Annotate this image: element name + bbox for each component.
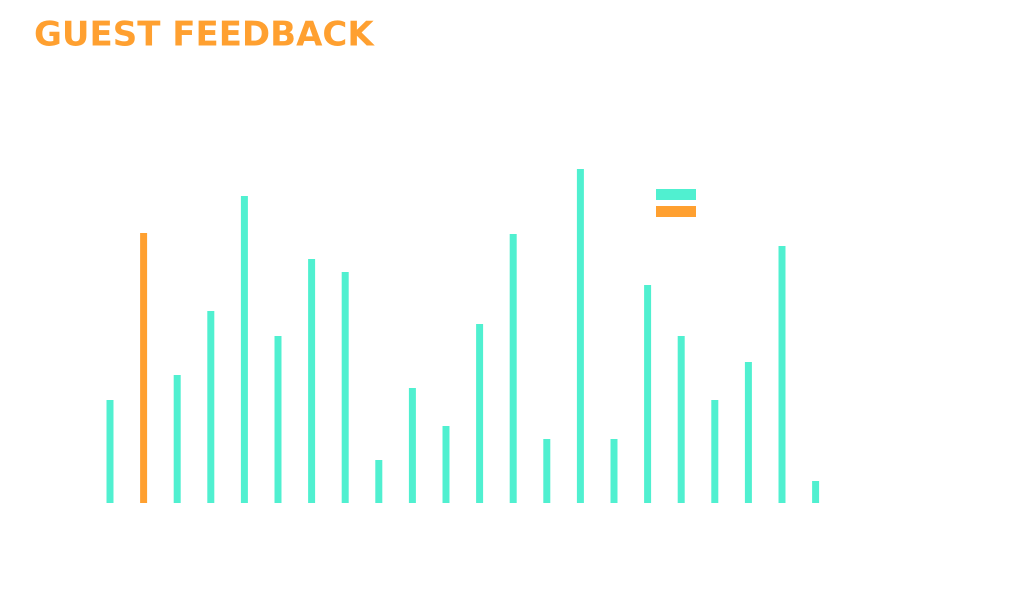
bar <box>476 324 484 503</box>
bar <box>677 336 685 503</box>
bar <box>778 246 786 503</box>
bar <box>106 400 114 503</box>
bar <box>173 375 181 503</box>
bar <box>274 336 282 503</box>
bar <box>408 388 416 503</box>
bar <box>812 481 820 503</box>
bar <box>744 362 752 503</box>
bar <box>240 196 248 503</box>
bar <box>140 233 148 503</box>
bar <box>543 439 551 503</box>
legend-swatch <box>656 206 696 217</box>
bar <box>341 272 349 503</box>
bar <box>442 426 450 503</box>
bar <box>308 259 316 503</box>
bar <box>644 285 652 503</box>
chart-title: GUEST FEEDBACK <box>34 15 375 55</box>
bar <box>509 234 517 503</box>
bar <box>207 311 215 503</box>
bar <box>576 169 584 503</box>
legend-swatch <box>656 189 696 200</box>
bar <box>711 400 719 503</box>
bar <box>375 460 383 503</box>
bar <box>610 439 618 503</box>
